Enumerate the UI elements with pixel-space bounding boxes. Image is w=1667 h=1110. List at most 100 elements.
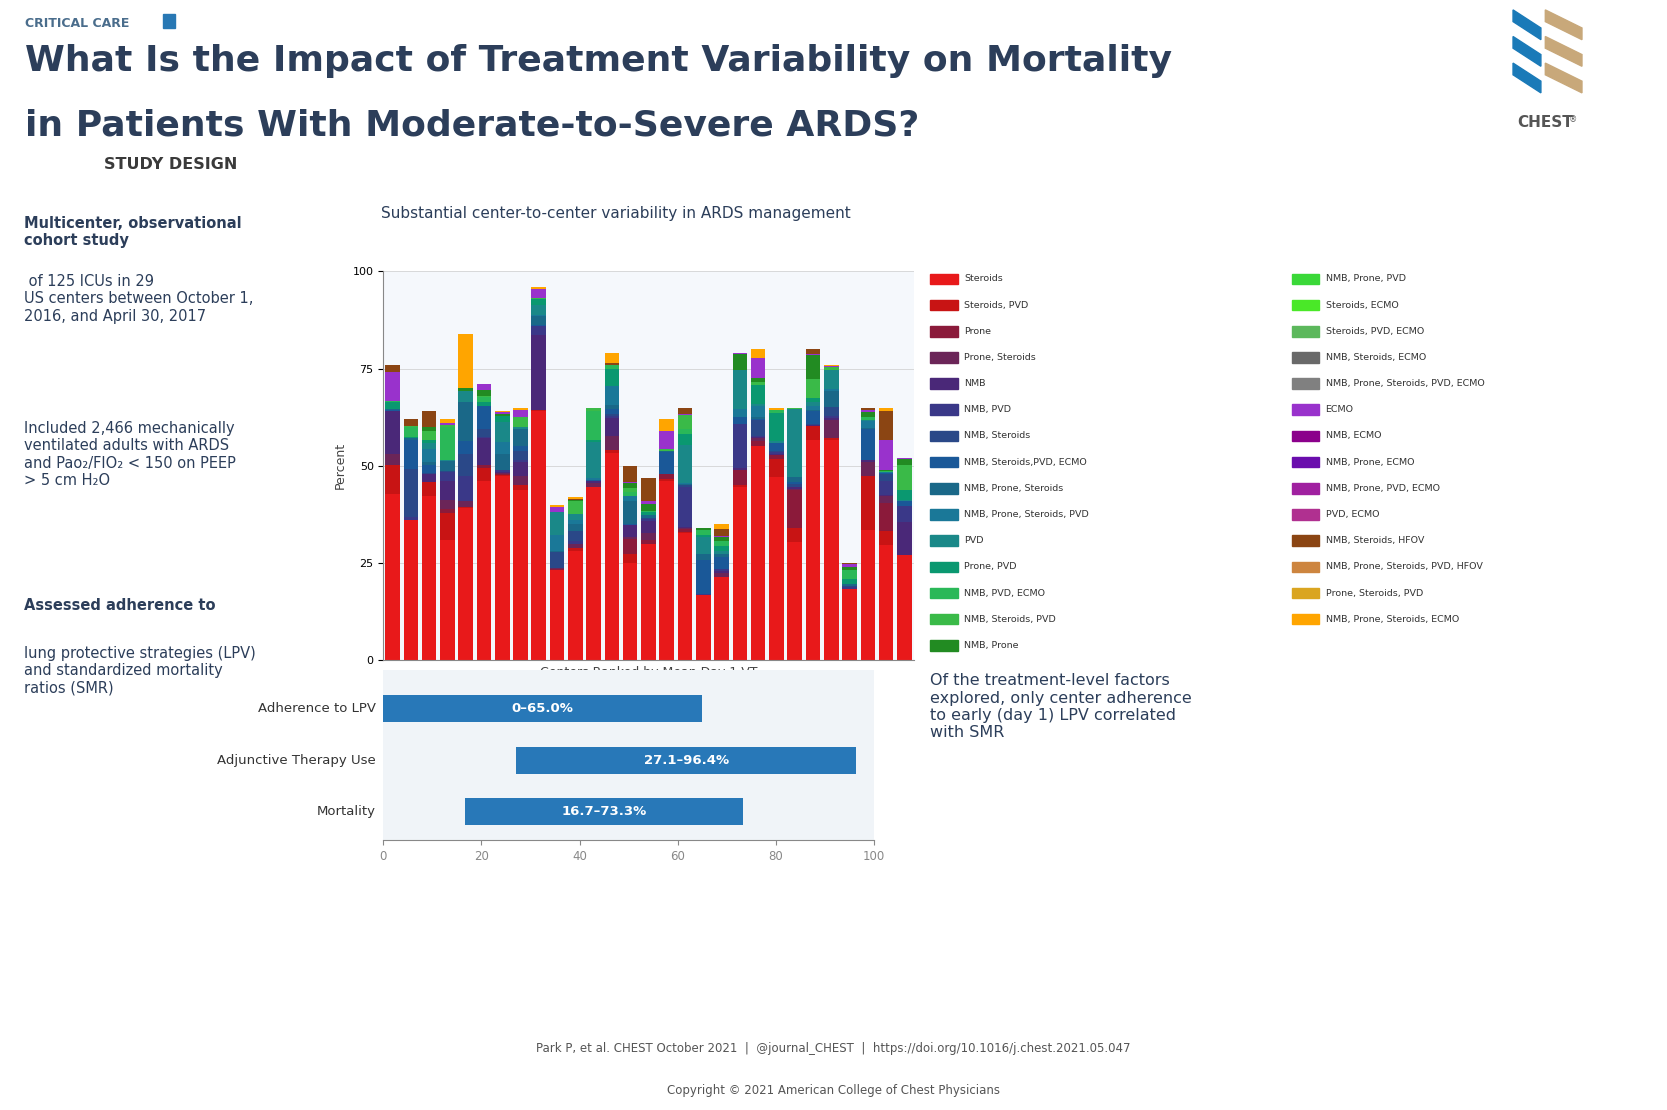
Bar (732, 471, 747, 484)
Bar (550, 512, 565, 535)
Bar (897, 465, 912, 490)
Text: NMB, Steroids: NMB, Steroids (965, 432, 1030, 441)
Bar (642, 544, 655, 660)
Bar (385, 412, 400, 454)
Text: RESULTS: RESULTS (965, 158, 1044, 172)
Bar (713, 528, 728, 536)
Bar (458, 391, 473, 402)
Bar (568, 501, 583, 514)
Bar (678, 445, 692, 483)
Bar (513, 462, 528, 475)
Bar (879, 411, 894, 440)
Bar (713, 569, 728, 571)
Bar (532, 299, 547, 304)
Bar (750, 438, 765, 442)
Bar (713, 537, 728, 542)
Text: NMB, Prone, Steroids, ECMO: NMB, Prone, Steroids, ECMO (1325, 615, 1459, 624)
Bar (897, 500, 912, 502)
Bar (879, 407, 894, 411)
Bar (930, 614, 959, 625)
Bar (642, 513, 655, 515)
Bar (440, 472, 455, 482)
Bar (623, 538, 637, 554)
Text: 16.7–73.3%: 16.7–73.3% (562, 806, 647, 818)
Bar (823, 388, 839, 391)
Bar (587, 483, 600, 486)
Bar (623, 492, 637, 496)
Text: NMB, Prone, Steroids: NMB, Prone, Steroids (965, 484, 1064, 493)
Bar (930, 379, 959, 388)
Bar (787, 527, 802, 542)
Bar (823, 365, 839, 366)
Bar (697, 528, 710, 529)
Bar (713, 524, 728, 528)
Bar (897, 555, 912, 660)
Bar (787, 408, 802, 476)
Bar (732, 408, 747, 416)
Bar (713, 542, 728, 545)
Bar (750, 359, 765, 377)
Bar (842, 578, 857, 584)
Bar (768, 443, 783, 451)
Bar (713, 571, 728, 573)
Bar (642, 533, 655, 539)
Bar (422, 432, 437, 440)
Text: Park P, et al. CHEST October 2021  |  @journal_CHEST  |  https://doi.org/10.1016: Park P, et al. CHEST October 2021 | @jou… (537, 1042, 1130, 1056)
Bar (823, 391, 839, 407)
Bar (623, 488, 637, 492)
Bar (458, 402, 473, 442)
Bar (879, 503, 894, 531)
Bar (879, 481, 894, 495)
Bar (477, 403, 492, 405)
Bar (642, 539, 655, 544)
Text: ECMO: ECMO (1325, 405, 1354, 414)
Bar (930, 404, 959, 415)
Bar (713, 577, 728, 660)
Bar (605, 435, 618, 450)
Bar (750, 417, 765, 420)
Text: Prone: Prone (965, 326, 992, 335)
Bar (678, 529, 692, 533)
Text: NMB, Prone, PVD, ECMO: NMB, Prone, PVD, ECMO (1325, 484, 1440, 493)
Bar (532, 315, 547, 325)
Bar (477, 384, 492, 391)
Bar (860, 412, 875, 416)
Bar (587, 486, 600, 660)
Bar (440, 541, 455, 660)
Text: CRITICAL CARE: CRITICAL CARE (25, 17, 130, 30)
Text: Adherence to LPV: Adherence to LPV (258, 702, 377, 715)
Bar (1292, 431, 1319, 441)
Bar (879, 531, 894, 545)
Bar (697, 535, 710, 536)
Text: in Patients With Moderate-to-Severe ARDS?: in Patients With Moderate-to-Severe ARDS… (25, 109, 920, 142)
Bar (605, 414, 618, 416)
Bar (930, 640, 959, 650)
Bar (495, 476, 510, 660)
Bar (477, 430, 492, 437)
Bar (403, 426, 418, 437)
Bar (750, 420, 765, 436)
Bar (842, 564, 857, 566)
Bar (750, 385, 765, 404)
Bar (842, 587, 857, 588)
Bar (897, 458, 912, 465)
Bar (897, 490, 912, 500)
Bar (860, 476, 875, 529)
Bar (623, 496, 637, 502)
Bar (678, 533, 692, 660)
Bar (660, 452, 673, 474)
Bar (385, 373, 400, 401)
Bar (513, 410, 528, 417)
Bar (623, 525, 637, 537)
Bar (1292, 509, 1319, 519)
Bar (513, 430, 528, 446)
Bar (750, 446, 765, 660)
Bar (805, 379, 820, 398)
Bar (587, 443, 600, 478)
Bar (678, 434, 692, 445)
Text: Steroids, ECMO: Steroids, ECMO (1325, 301, 1399, 310)
Text: NMB, Prone, Steroids, PVD: NMB, Prone, Steroids, PVD (965, 509, 1089, 519)
Text: of 125 ICUs in 29
US centers between October 1,
2016, and April 30, 2017: of 125 ICUs in 29 US centers between Oct… (23, 274, 253, 324)
Bar (605, 451, 618, 453)
Bar (823, 367, 839, 370)
